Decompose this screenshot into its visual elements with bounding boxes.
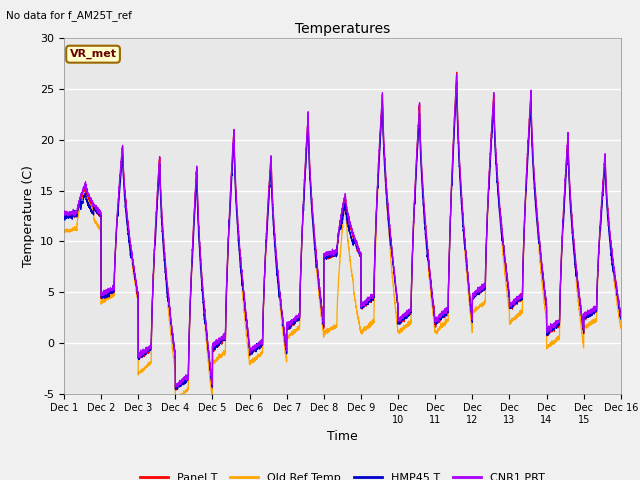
Text: No data for f_AM25T_ref: No data for f_AM25T_ref bbox=[6, 10, 132, 21]
Legend: Panel T, Old Ref Temp, HMP45 T, CNR1 PRT: Panel T, Old Ref Temp, HMP45 T, CNR1 PRT bbox=[136, 468, 549, 480]
Title: Temperatures: Temperatures bbox=[295, 22, 390, 36]
Text: VR_met: VR_met bbox=[70, 49, 116, 60]
X-axis label: Time: Time bbox=[327, 431, 358, 444]
Y-axis label: Temperature (C): Temperature (C) bbox=[22, 165, 35, 267]
